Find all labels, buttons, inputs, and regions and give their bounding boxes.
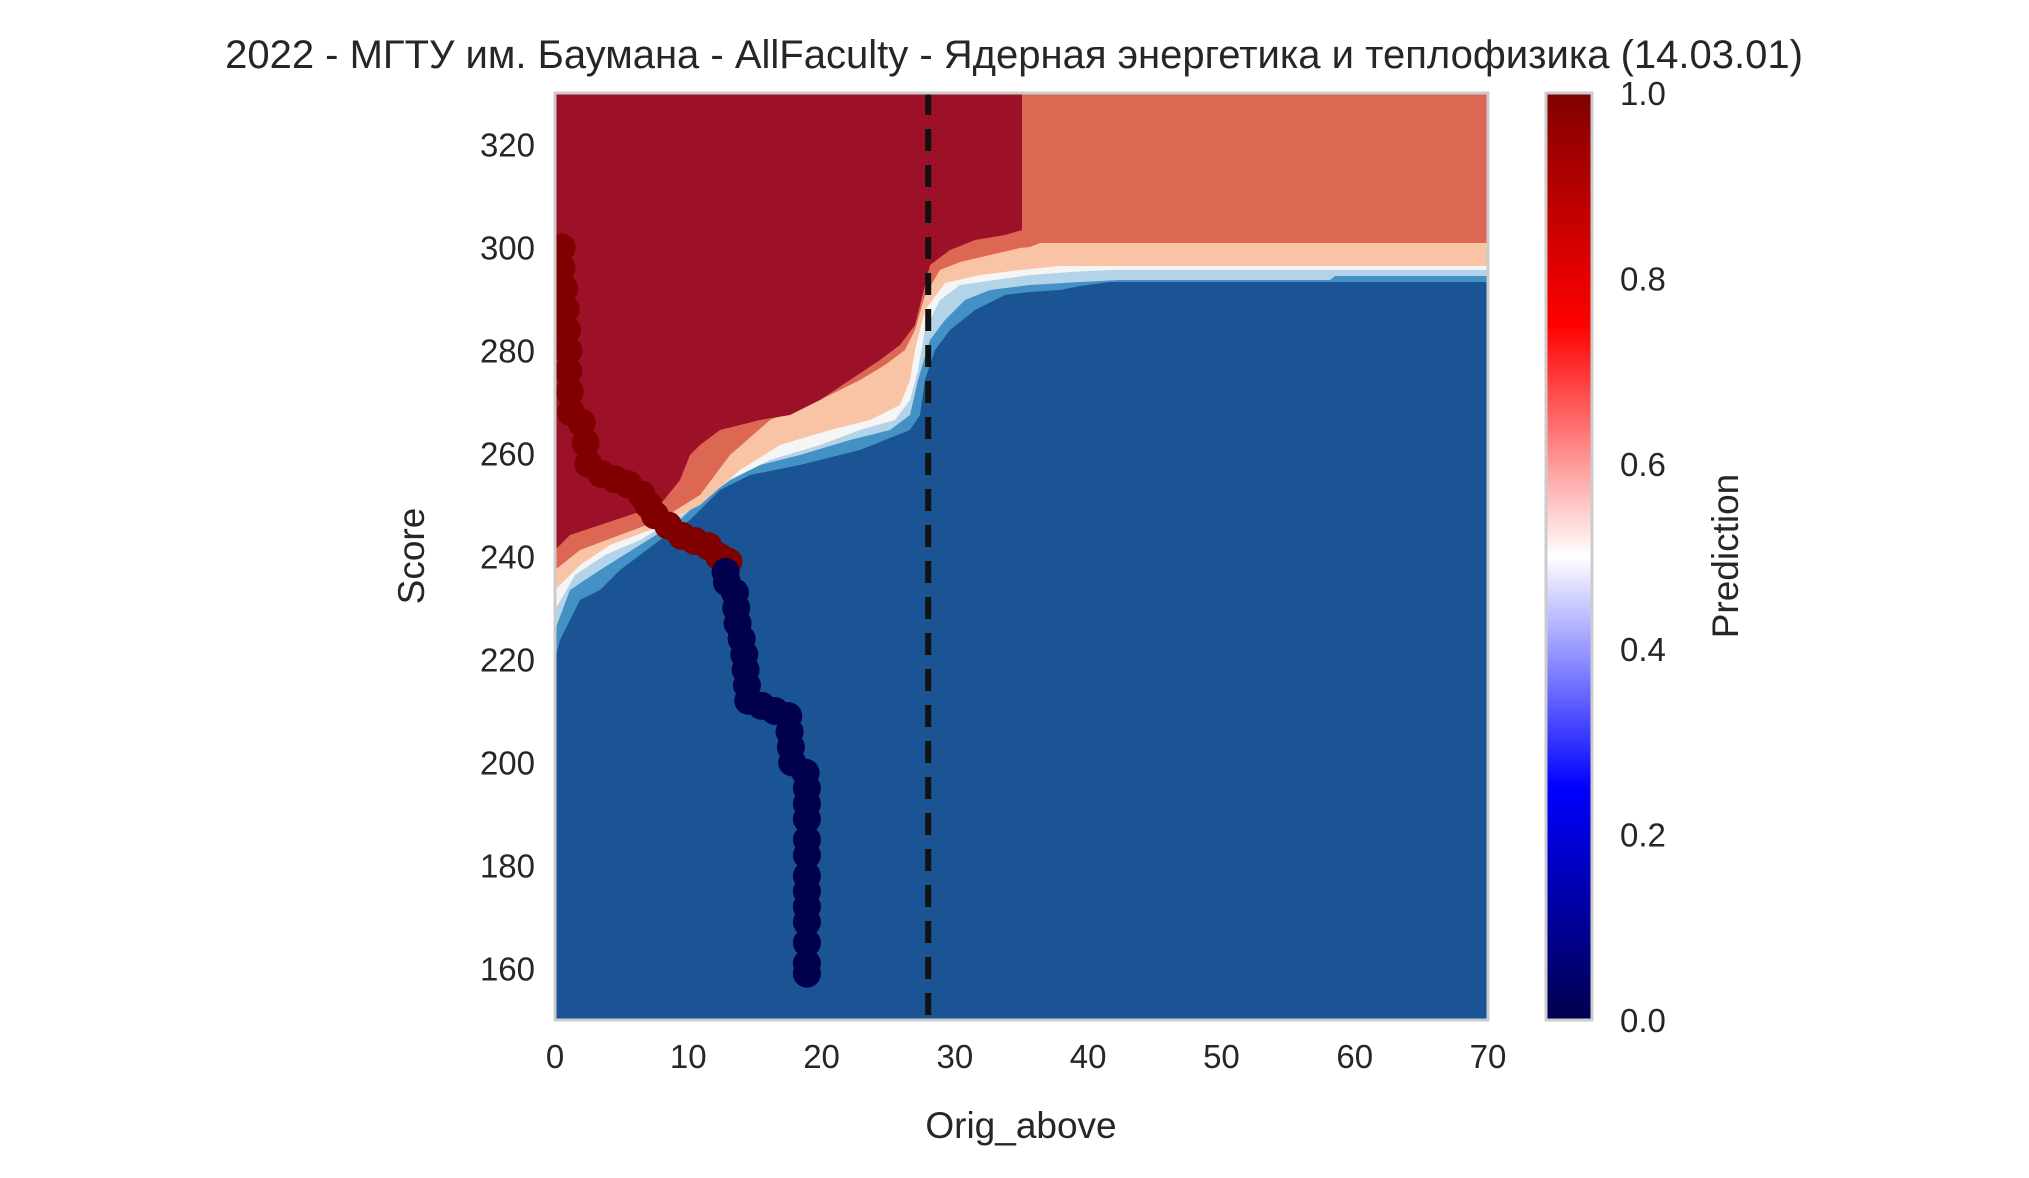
prediction-contours (555, 93, 1488, 1020)
boundary-point (792, 908, 821, 937)
colorbar-tick-label: 0.8 (1620, 260, 1666, 297)
y-axis-ticks: 160 180 200 220 240 260 280 300 320 (480, 127, 535, 988)
y-axis-label: Score (391, 508, 432, 605)
boundary-point (792, 805, 821, 834)
x-tick-label: 20 (803, 1038, 840, 1075)
y-tick-label: 220 (480, 642, 535, 679)
boundary-points (555, 233, 821, 988)
y-tick-label: 200 (480, 745, 535, 782)
y-tick-label: 180 (480, 848, 535, 885)
boundary-point (792, 959, 821, 988)
x-tick-label: 70 (1470, 1038, 1507, 1075)
boundary-point (792, 928, 821, 957)
boundary-point (555, 295, 580, 324)
colorbar-tick-label: 0.6 (1620, 446, 1666, 483)
y-tick-label: 160 (480, 951, 535, 988)
chart-title: 2022 - МГТУ им. Баумана - AllFaculty - Я… (225, 33, 1803, 77)
y-tick-label: 240 (480, 539, 535, 576)
y-tick-label: 260 (480, 436, 535, 473)
colorbar-tick-label: 0.4 (1620, 631, 1666, 668)
x-tick-label: 10 (670, 1038, 707, 1075)
colorbar-tick-label: 0.0 (1620, 1002, 1666, 1039)
colorbar-tick-label: 1.0 (1620, 75, 1666, 112)
boundary-point (555, 377, 584, 406)
x-tick-label: 50 (1203, 1038, 1240, 1075)
contour-level-6 (555, 93, 1022, 800)
boundary-point (792, 841, 821, 870)
boundary-point (571, 429, 600, 458)
colorbar-label: Prediction (1705, 474, 1746, 639)
x-axis-ticks: 0 10 20 30 40 50 60 70 (546, 1038, 1507, 1075)
colorbar (1544, 91, 1594, 1022)
y-tick-label: 320 (480, 127, 535, 164)
boundary-point (555, 254, 576, 283)
boundary-point (555, 357, 583, 386)
x-tick-label: 40 (1070, 1038, 1107, 1075)
x-tick-label: 30 (936, 1038, 973, 1075)
boundary-point (555, 274, 579, 303)
y-tick-label: 280 (480, 333, 535, 370)
boundary-point (555, 315, 581, 344)
colorbar-ticks: 0.0 0.2 0.4 0.6 0.8 1.0 (1620, 75, 1666, 1039)
x-tick-label: 0 (546, 1038, 564, 1075)
boundary-point (555, 336, 583, 365)
x-axis-label: Orig_above (925, 1105, 1116, 1146)
x-tick-label: 60 (1336, 1038, 1373, 1075)
colorbar-tick-label: 0.2 (1620, 817, 1666, 854)
plot-frame (553, 91, 1490, 1022)
y-tick-label: 300 (480, 230, 535, 267)
